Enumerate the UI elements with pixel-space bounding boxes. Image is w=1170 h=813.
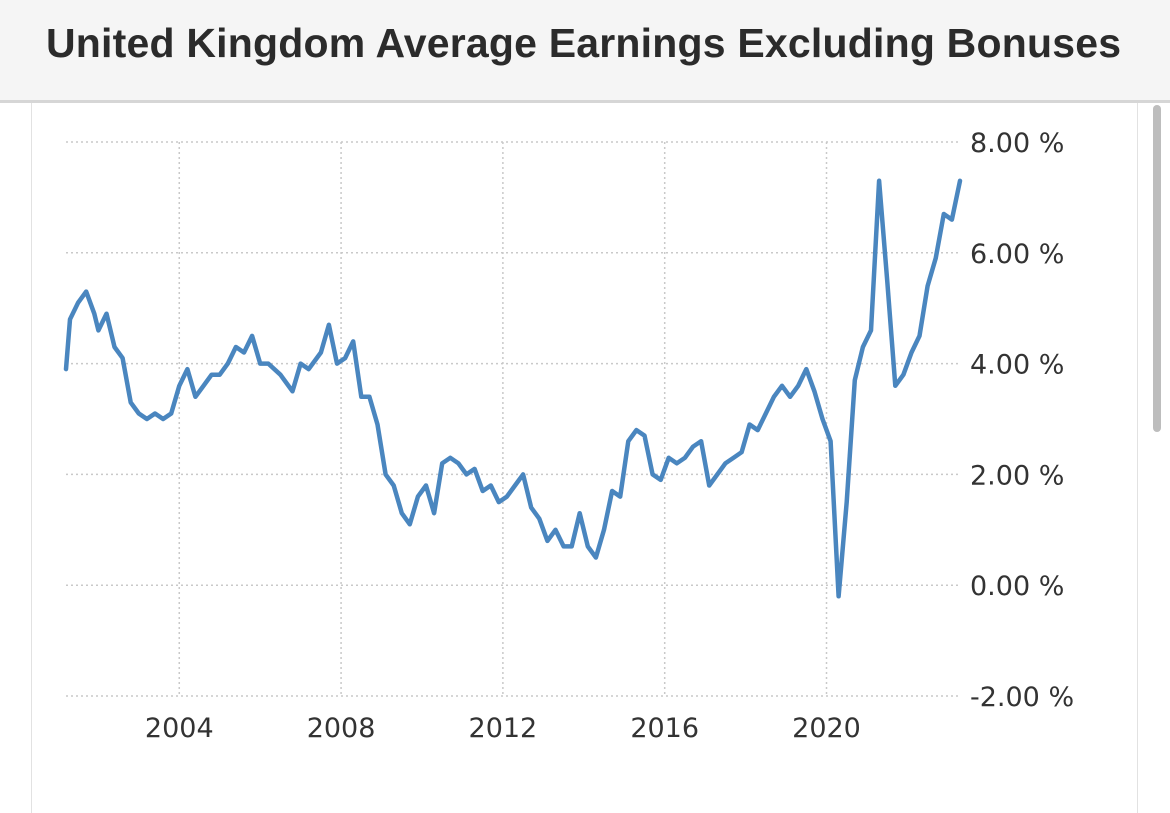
panel-border-left — [31, 103, 32, 813]
series-line — [63, 178, 963, 599]
chart-title: United Kingdom Average Earnings Excludin… — [46, 20, 1122, 66]
x-tick-label: 2004 — [145, 713, 214, 744]
x-tick-label: 2016 — [630, 713, 699, 744]
scrollbar-thumb[interactable] — [1153, 105, 1161, 432]
x-tick-label: 2020 — [792, 713, 861, 744]
panel-border-right — [1137, 103, 1138, 813]
y-tick-label: 8.00 % — [970, 128, 1064, 159]
series-layer — [63, 178, 963, 599]
x-axis-ticks: 2004 2008 2012 2016 2020 — [145, 713, 861, 744]
chart-header: United Kingdom Average Earnings Excludin… — [0, 0, 1170, 103]
x-tick-label: 2012 — [469, 713, 538, 744]
grid-layer — [66, 141, 960, 697]
y-tick-label: -2.00 % — [970, 682, 1074, 713]
y-tick-label: 6.00 % — [970, 239, 1064, 270]
y-tick-label: 0.00 % — [970, 571, 1064, 602]
x-tick-label: 2008 — [307, 713, 376, 744]
y-tick-label: 4.00 % — [970, 350, 1064, 381]
y-axis-ticks: 8.00 % 6.00 % 4.00 % 2.00 % 0.00 % -2.00 % — [970, 128, 1074, 713]
y-tick-label: 2.00 % — [970, 460, 1064, 491]
